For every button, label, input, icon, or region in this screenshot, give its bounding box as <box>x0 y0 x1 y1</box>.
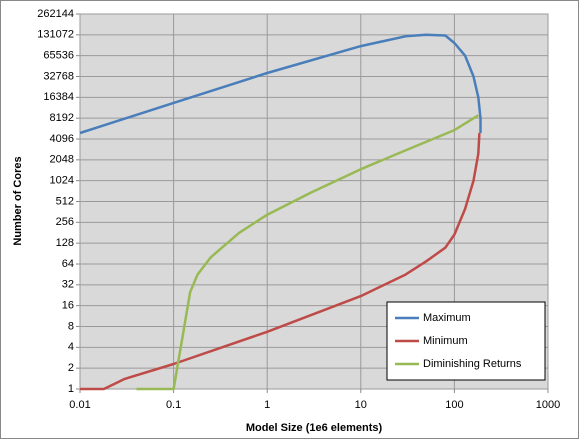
x-tick-label: 0.01 <box>69 399 90 411</box>
y-tick-label: 8192 <box>50 112 74 124</box>
y-tick-label: 4096 <box>50 133 74 145</box>
legend-label: Diminishing Returns <box>423 358 522 370</box>
x-tick-label: 10 <box>355 399 367 411</box>
y-tick-label: 1 <box>68 383 74 395</box>
y-tick-label: 4 <box>68 341 74 353</box>
legend-label: Maximum <box>423 312 471 324</box>
series-line <box>79 33 482 135</box>
y-tick-label: 2048 <box>50 154 74 166</box>
y-tick-label: 65536 <box>43 50 74 62</box>
x-tick-label: 1 <box>264 399 270 411</box>
y-axis-label: Number of Cores <box>12 156 24 245</box>
y-tick-label: 32768 <box>43 70 74 82</box>
y-tick-label: 128 <box>56 237 74 249</box>
y-tick-label: 256 <box>56 216 74 228</box>
series-line <box>136 114 479 391</box>
x-tick-label: 1000 <box>536 399 560 411</box>
y-tick-label: 2 <box>68 362 74 374</box>
y-tick-label: 16384 <box>43 91 74 103</box>
x-tick-label: 0.1 <box>166 399 181 411</box>
legend-label: Minimum <box>423 335 468 347</box>
y-tick-label: 64 <box>62 258 74 270</box>
y-tick-label: 262144 <box>37 8 74 20</box>
x-tick-label: 100 <box>445 399 463 411</box>
y-tick-label: 16 <box>62 300 74 312</box>
x-axis-label: Model Size (1e6 elements) <box>246 422 383 434</box>
y-tick-label: 1024 <box>50 175 74 187</box>
y-tick-label: 32 <box>62 279 74 291</box>
y-tick-label: 131072 <box>37 29 74 41</box>
y-tick-label: 512 <box>56 195 74 207</box>
y-tick-label: 8 <box>68 320 74 332</box>
series-line <box>80 132 481 391</box>
